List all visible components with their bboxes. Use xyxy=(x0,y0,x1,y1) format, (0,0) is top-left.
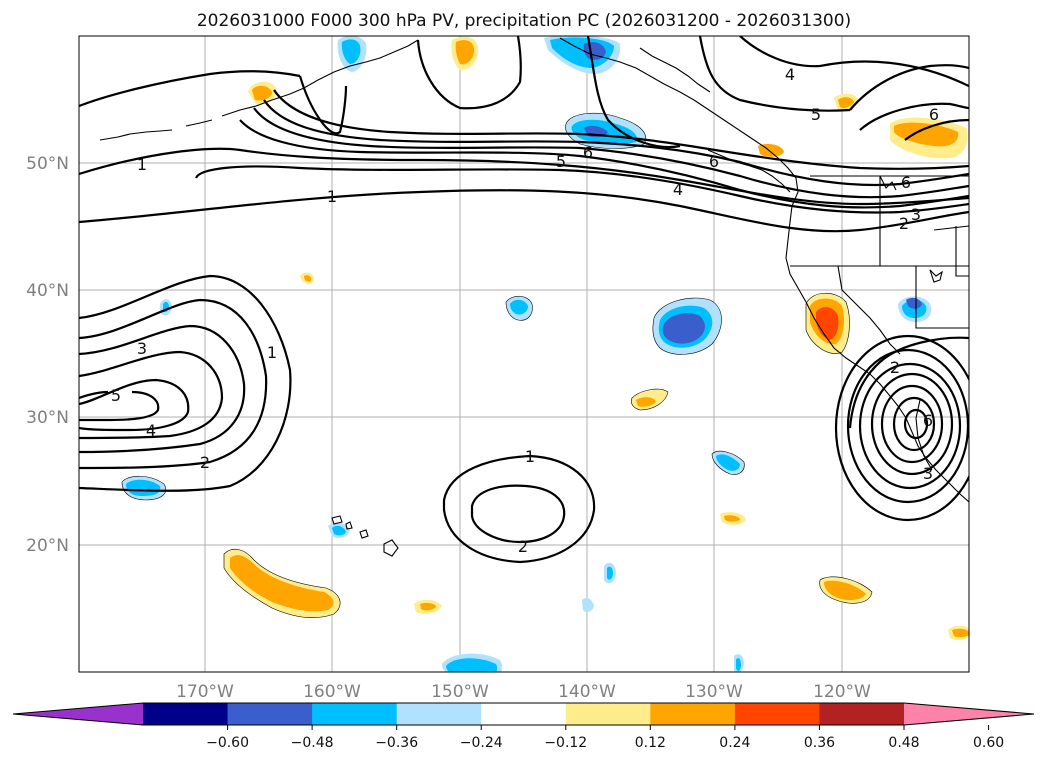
colorbar-outline xyxy=(12,702,1035,726)
figure-title: 2026031000 F000 300 hPa PV, precipitatio… xyxy=(197,11,851,31)
lat-label: 40°N xyxy=(26,281,69,301)
pv-label: 6 xyxy=(929,105,939,124)
pv-label: 5 xyxy=(811,105,821,124)
colorbar-segment xyxy=(481,703,567,725)
pv-label: 3 xyxy=(911,205,921,224)
colorbar-extension-low xyxy=(13,703,143,725)
pv-label: 6 xyxy=(901,173,911,192)
colorbar-tick-label: 0.24 xyxy=(719,735,750,751)
pv-label: 1 xyxy=(137,155,147,174)
colorbar-segment xyxy=(312,703,398,725)
colorbar: −0.60 −0.48 −0.36 −0.24 −0.12 0.12 0.24 0.36 0.4… xyxy=(12,702,1035,751)
pv-label: 2 xyxy=(890,358,900,377)
pv-label: 4 xyxy=(146,421,156,440)
lon-label: 160°W xyxy=(303,682,361,702)
colorbar-segment xyxy=(734,703,820,725)
pv-contour-labels: 1 1 5 6 4 6 4 5 6 6 3 2 3 1 5 4 2 1 2 2 … xyxy=(111,65,939,556)
lon-label: 130°W xyxy=(685,682,743,702)
colorbar-segment xyxy=(565,703,651,725)
pv-label: 4 xyxy=(673,180,683,199)
pv-label: 1 xyxy=(267,343,277,362)
colorbar-tick-label: −0.48 xyxy=(291,735,334,751)
pv-label: 2 xyxy=(899,214,909,233)
colorbar-segments xyxy=(13,703,1034,725)
colorbar-segment xyxy=(396,703,482,725)
precip-positive-areas xyxy=(224,36,969,640)
colorbar-tick-label: 0.48 xyxy=(888,735,919,751)
colorbar-tick-label: 0.60 xyxy=(973,735,1004,751)
lat-label: 50°N xyxy=(26,154,69,174)
pv-label: 3 xyxy=(137,339,147,358)
lon-label: 170°W xyxy=(176,682,234,702)
pv-label: 5 xyxy=(556,152,566,171)
pv-label: 1 xyxy=(327,187,337,206)
colorbar-extension-high xyxy=(904,703,1034,725)
lon-label: 150°W xyxy=(431,682,489,702)
precip-shading xyxy=(121,36,969,672)
colorbar-tick-label: 0.36 xyxy=(804,735,835,751)
colorbar-tick-label: −0.24 xyxy=(460,735,503,751)
lat-label: 30°N xyxy=(26,408,69,428)
latitude-labels: 50°N 40°N 30°N 20°N xyxy=(26,154,69,556)
longitude-labels: 170°W 160°W 150°W 140°W 130°W 120°W xyxy=(176,682,871,702)
pv-contours xyxy=(79,36,969,564)
lat-label: 20°N xyxy=(26,536,69,556)
pv-label: 2 xyxy=(518,537,528,556)
colorbar-tick-label: 0.12 xyxy=(635,735,666,751)
colorbar-segment xyxy=(650,703,736,725)
precip-outlines xyxy=(121,112,873,619)
lon-label: 120°W xyxy=(813,682,871,702)
colorbar-tick-label: −0.60 xyxy=(206,735,249,751)
pv-label: 6 xyxy=(923,411,933,430)
lon-label: 140°W xyxy=(558,682,616,702)
map-frame xyxy=(78,35,970,673)
pv-label: 6 xyxy=(583,143,593,162)
pv-label: 4 xyxy=(785,65,795,84)
colorbar-tick-label: −0.36 xyxy=(375,735,418,751)
pv-label: 3 xyxy=(923,464,933,483)
colorbar-segment xyxy=(819,703,905,725)
pv-label: 2 xyxy=(200,453,210,472)
pv-label: 1 xyxy=(525,447,535,466)
colorbar-segment xyxy=(227,703,313,725)
coastlines xyxy=(99,37,969,557)
colorbar-tick-label: −0.12 xyxy=(544,735,587,751)
pv-label: 6 xyxy=(709,152,719,171)
precip-negative-areas xyxy=(122,36,932,672)
colorbar-ticks: −0.60 −0.48 −0.36 −0.24 −0.12 0.12 0.24 0.36 0.4… xyxy=(206,725,1004,751)
pv-label: 5 xyxy=(111,386,121,405)
colorbar-segment xyxy=(143,703,229,725)
